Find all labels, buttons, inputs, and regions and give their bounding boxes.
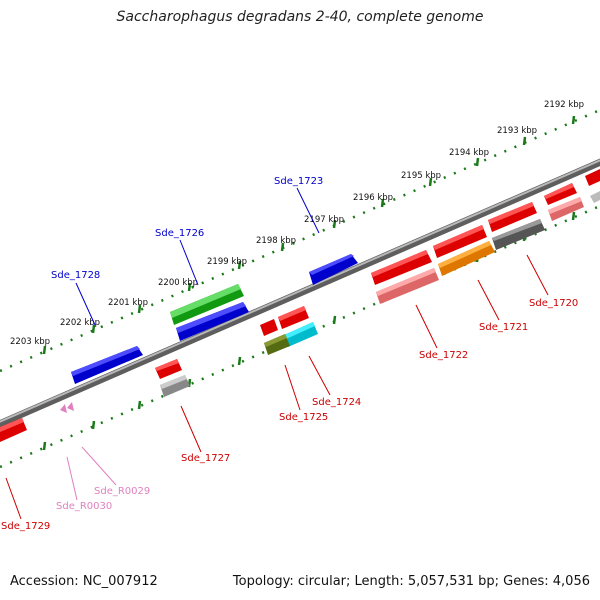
gene-label[interactable]: Sde_1728 bbox=[51, 270, 100, 281]
gene-label[interactable]: Sde_1723 bbox=[274, 176, 323, 187]
genome-summary-text: Topology: circular; Length: 5,057,531 bp… bbox=[232, 574, 590, 589]
ruler-label: 2202 kbp bbox=[60, 318, 100, 328]
gene-red-left-mid[interactable] bbox=[155, 359, 182, 379]
ruler-tick bbox=[522, 136, 527, 146]
gene-right-edge-gray[interactable] bbox=[590, 191, 600, 203]
gene-label[interactable]: Sde_R0030 bbox=[56, 501, 112, 512]
gene-forward-blue[interactable] bbox=[176, 302, 249, 341]
rna-gene-labels: Sde_R0029 Sde_R0030 bbox=[56, 486, 150, 512]
gene-sde-1726[interactable] bbox=[170, 284, 244, 325]
gene-red-upper-3[interactable] bbox=[371, 250, 432, 285]
ruler-tick bbox=[237, 356, 242, 366]
ruler-tick bbox=[137, 304, 142, 314]
gene-sde-1722[interactable] bbox=[376, 268, 439, 304]
ruler-label: 2194 kbp bbox=[449, 148, 489, 158]
ruler-label: 2197 kbp bbox=[304, 215, 344, 225]
ruler-label: 2203 kbp bbox=[10, 337, 50, 347]
ruler-tick bbox=[137, 400, 142, 410]
gene-label[interactable]: Sde_1720 bbox=[529, 298, 578, 309]
gene-red-upper-2[interactable] bbox=[433, 225, 487, 258]
ruler-tick bbox=[42, 345, 47, 355]
ruler-label: 2199 kbp bbox=[207, 257, 247, 267]
reverse-genes bbox=[0, 169, 600, 442]
upper-ruler-ticks bbox=[42, 115, 576, 355]
gene-red-mid-1[interactable] bbox=[278, 306, 309, 329]
gene-sde-1725[interactable] bbox=[264, 334, 290, 355]
forward-genes bbox=[71, 254, 358, 384]
ruler-label: 2193 kbp bbox=[497, 126, 537, 136]
gene-sde-1724[interactable] bbox=[284, 322, 318, 347]
rna-sde-r0030[interactable] bbox=[60, 404, 67, 413]
ruler-label: 2200 kbp bbox=[158, 278, 198, 288]
ruler-tick bbox=[571, 115, 576, 125]
ruler-tick bbox=[332, 315, 337, 325]
ruler-tick bbox=[380, 198, 385, 208]
gene-label[interactable]: Sde_1725 bbox=[279, 412, 328, 423]
gene-sde-1721[interactable] bbox=[438, 241, 495, 276]
gene-label[interactable]: Sde_R0029 bbox=[94, 486, 150, 497]
ruler-tick bbox=[42, 441, 47, 451]
ruler-tick bbox=[91, 420, 96, 430]
gene-sde-1723[interactable] bbox=[309, 254, 358, 285]
ruler-label: 2196 kbp bbox=[353, 193, 393, 203]
ruler-label: 2195 kbp bbox=[401, 171, 441, 181]
rna-sde-r0029[interactable] bbox=[67, 402, 74, 411]
ruler-tick bbox=[571, 211, 576, 221]
ruler-label: 2192 kbp bbox=[544, 100, 584, 110]
ruler-tick bbox=[332, 219, 337, 229]
ruler-label: 2201 kbp bbox=[108, 298, 148, 308]
gene-sde-1729[interactable] bbox=[0, 418, 27, 442]
gene-right-edge-top[interactable] bbox=[585, 169, 600, 186]
gene-red-mid-2[interactable] bbox=[260, 319, 278, 336]
accession-text: Accession: NC_007912 bbox=[10, 574, 158, 589]
gene-sde-1720-top[interactable] bbox=[544, 183, 577, 205]
ruler-tick bbox=[280, 242, 285, 252]
ruler-tick bbox=[475, 157, 480, 167]
gene-label[interactable]: Sde_1724 bbox=[312, 397, 361, 408]
ruler-tick bbox=[91, 324, 96, 334]
ruler-tick bbox=[187, 282, 192, 292]
ruler-label: 2198 kbp bbox=[256, 236, 296, 246]
ruler-tick bbox=[237, 260, 242, 270]
map-title: Saccharophagus degradans 2-40, complete … bbox=[116, 9, 484, 25]
gene-label[interactable]: Sde_1727 bbox=[181, 453, 230, 464]
gene-sde-1727[interactable] bbox=[160, 375, 190, 397]
genome-backbone bbox=[0, 158, 600, 428]
gene-sde-1728[interactable] bbox=[71, 346, 143, 384]
forward-gene-labels: Sde_1723 Sde_1726 Sde_1728 bbox=[51, 176, 323, 281]
gene-label[interactable]: Sde_1722 bbox=[419, 350, 468, 361]
gene-sde-1720[interactable] bbox=[548, 197, 584, 221]
reverse-gene-labels: Sde_1720 Sde_1721 Sde_1722 Sde_1724 Sde_… bbox=[1, 298, 578, 532]
gene-red-upper-1[interactable] bbox=[488, 202, 537, 232]
leader-lines bbox=[5, 187, 549, 520]
gene-label[interactable]: Sde_1729 bbox=[1, 521, 50, 532]
gene-label[interactable]: Sde_1721 bbox=[479, 322, 528, 333]
gene-dark-gray[interactable] bbox=[492, 219, 545, 250]
ruler-tick bbox=[428, 177, 433, 187]
ruler-labels: 2192 kbp 2193 kbp 2194 kbp 2195 kbp 2196… bbox=[10, 100, 584, 347]
gene-label[interactable]: Sde_1726 bbox=[155, 228, 204, 239]
